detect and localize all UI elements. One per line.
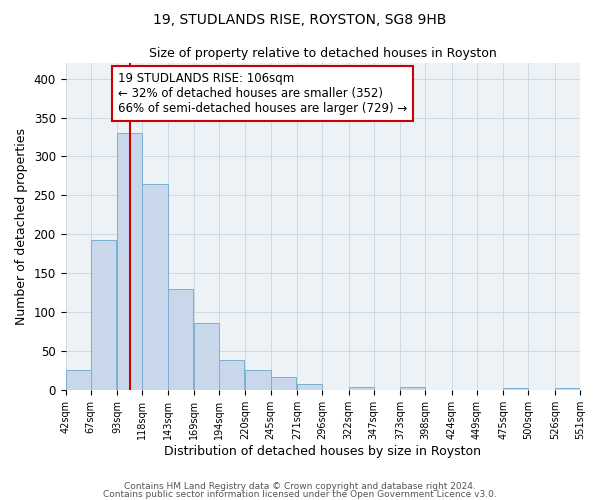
Bar xyxy=(503,388,529,390)
Title: Size of property relative to detached houses in Royston: Size of property relative to detached ho… xyxy=(149,48,497,60)
Text: 19, STUDLANDS RISE, ROYSTON, SG8 9HB: 19, STUDLANDS RISE, ROYSTON, SG8 9HB xyxy=(154,12,446,26)
Bar xyxy=(555,388,580,390)
Bar xyxy=(400,386,425,390)
Bar xyxy=(142,184,167,390)
Text: Contains HM Land Registry data © Crown copyright and database right 2024.: Contains HM Land Registry data © Crown c… xyxy=(124,482,476,491)
Bar xyxy=(219,360,244,390)
Bar xyxy=(349,386,374,390)
X-axis label: Distribution of detached houses by size in Royston: Distribution of detached houses by size … xyxy=(164,444,481,458)
Bar xyxy=(245,370,271,390)
Bar xyxy=(194,323,219,390)
Bar xyxy=(91,240,116,390)
Bar xyxy=(117,133,142,390)
Text: 19 STUDLANDS RISE: 106sqm
← 32% of detached houses are smaller (352)
66% of semi: 19 STUDLANDS RISE: 106sqm ← 32% of detac… xyxy=(118,72,407,116)
Bar xyxy=(65,370,91,390)
Bar xyxy=(271,376,296,390)
Y-axis label: Number of detached properties: Number of detached properties xyxy=(15,128,28,325)
Bar xyxy=(297,384,322,390)
Text: Contains public sector information licensed under the Open Government Licence v3: Contains public sector information licen… xyxy=(103,490,497,499)
Bar xyxy=(167,288,193,390)
